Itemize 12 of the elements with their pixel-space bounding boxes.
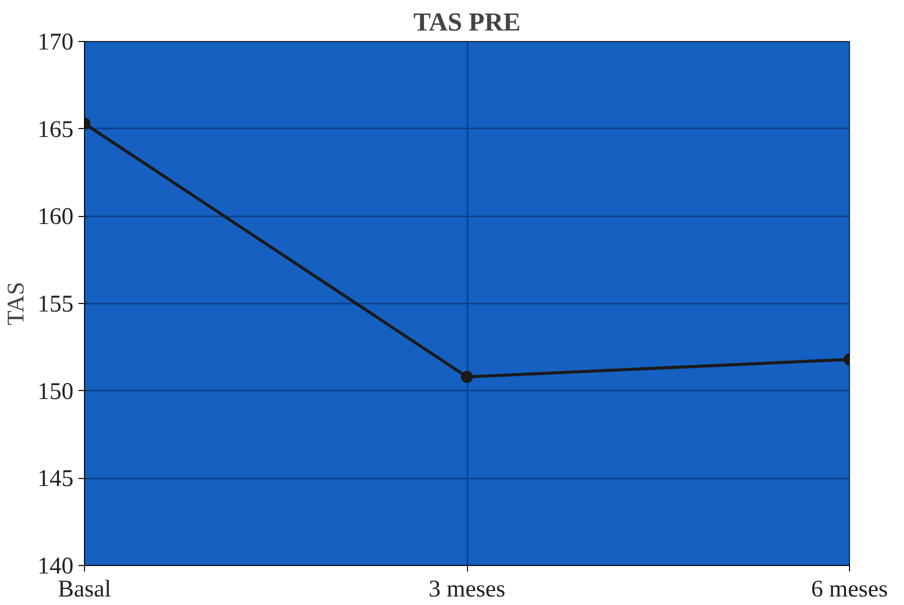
y-tick-label: 140 [38, 554, 74, 580]
y-tick-label: 160 [38, 204, 74, 230]
chart-title: TAS PRE [413, 8, 521, 36]
y-tick-label: 165 [38, 116, 74, 143]
x-tick-label: Basal [58, 576, 112, 602]
y-tick-label: 170 [38, 30, 74, 56]
x-tick-label: 6 meses [811, 576, 888, 602]
x-tick-label: 3 meses [428, 576, 506, 602]
y-tick-label: 145 [38, 466, 74, 492]
y-axis-title: TAS [4, 282, 30, 326]
y-tick-label: 150 [38, 378, 74, 405]
y-tick-label: 155 [38, 292, 74, 318]
